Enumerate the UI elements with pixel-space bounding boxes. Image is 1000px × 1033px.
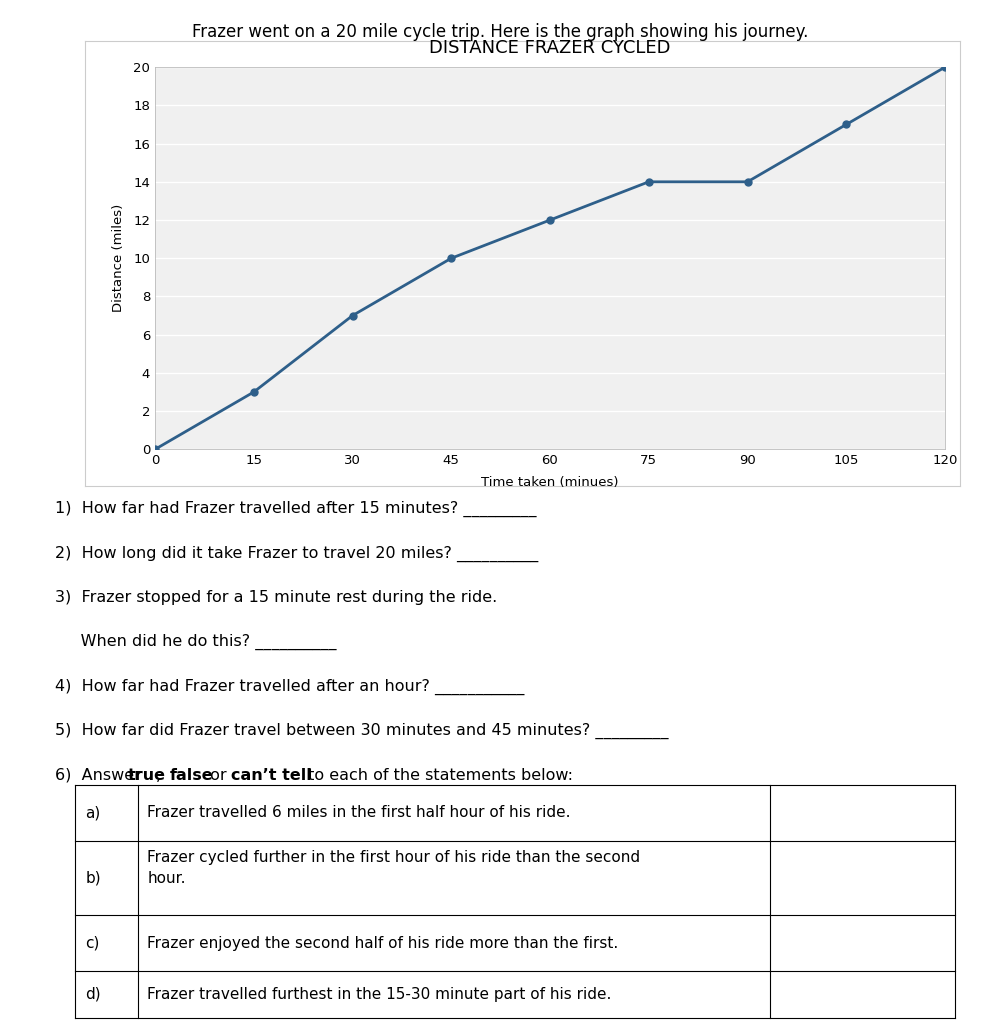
- Title: DISTANCE FRAZER CYCLED: DISTANCE FRAZER CYCLED: [429, 39, 671, 57]
- Text: true: true: [128, 768, 166, 783]
- Text: 3)  Frazer stopped for a 15 minute rest during the ride.: 3) Frazer stopped for a 15 minute rest d…: [55, 590, 497, 605]
- Text: 2)  How long did it take Frazer to travel 20 miles? __________: 2) How long did it take Frazer to travel…: [55, 545, 538, 562]
- Y-axis label: Distance (miles): Distance (miles): [112, 205, 125, 312]
- Text: a): a): [86, 806, 101, 820]
- Text: to each of the statements below:: to each of the statements below:: [303, 768, 573, 783]
- Text: b): b): [86, 871, 101, 885]
- Text: false: false: [169, 768, 213, 783]
- Text: Frazer went on a 20 mile cycle trip. Here is the graph showing his journey.: Frazer went on a 20 mile cycle trip. Her…: [192, 23, 808, 40]
- Text: Frazer travelled furthest in the 15-30 minute part of his ride.: Frazer travelled furthest in the 15-30 m…: [147, 987, 612, 1002]
- Text: d): d): [86, 987, 101, 1002]
- Text: Frazer travelled 6 miles in the first half hour of his ride.: Frazer travelled 6 miles in the first ha…: [147, 806, 571, 820]
- Text: c): c): [86, 936, 100, 950]
- X-axis label: Time taken (minues): Time taken (minues): [481, 475, 619, 489]
- Text: 5)  How far did Frazer travel between 30 minutes and 45 minutes? _________: 5) How far did Frazer travel between 30 …: [55, 723, 668, 740]
- Text: ,: ,: [156, 768, 166, 783]
- Text: can’t tell: can’t tell: [231, 768, 312, 783]
- Text: Frazer cycled further in the first hour of his ride than the second
hour.: Frazer cycled further in the first hour …: [147, 850, 640, 886]
- Text: 1)  How far had Frazer travelled after 15 minutes? _________: 1) How far had Frazer travelled after 15…: [55, 501, 536, 518]
- Text: 6)  Answer: 6) Answer: [55, 768, 146, 783]
- Text: Frazer enjoyed the second half of his ride more than the first.: Frazer enjoyed the second half of his ri…: [147, 936, 618, 950]
- Text: or: or: [205, 768, 232, 783]
- Text: 4)  How far had Frazer travelled after an hour? ___________: 4) How far had Frazer travelled after an…: [55, 679, 524, 695]
- Text: When did he do this? __________: When did he do this? __________: [55, 634, 336, 651]
